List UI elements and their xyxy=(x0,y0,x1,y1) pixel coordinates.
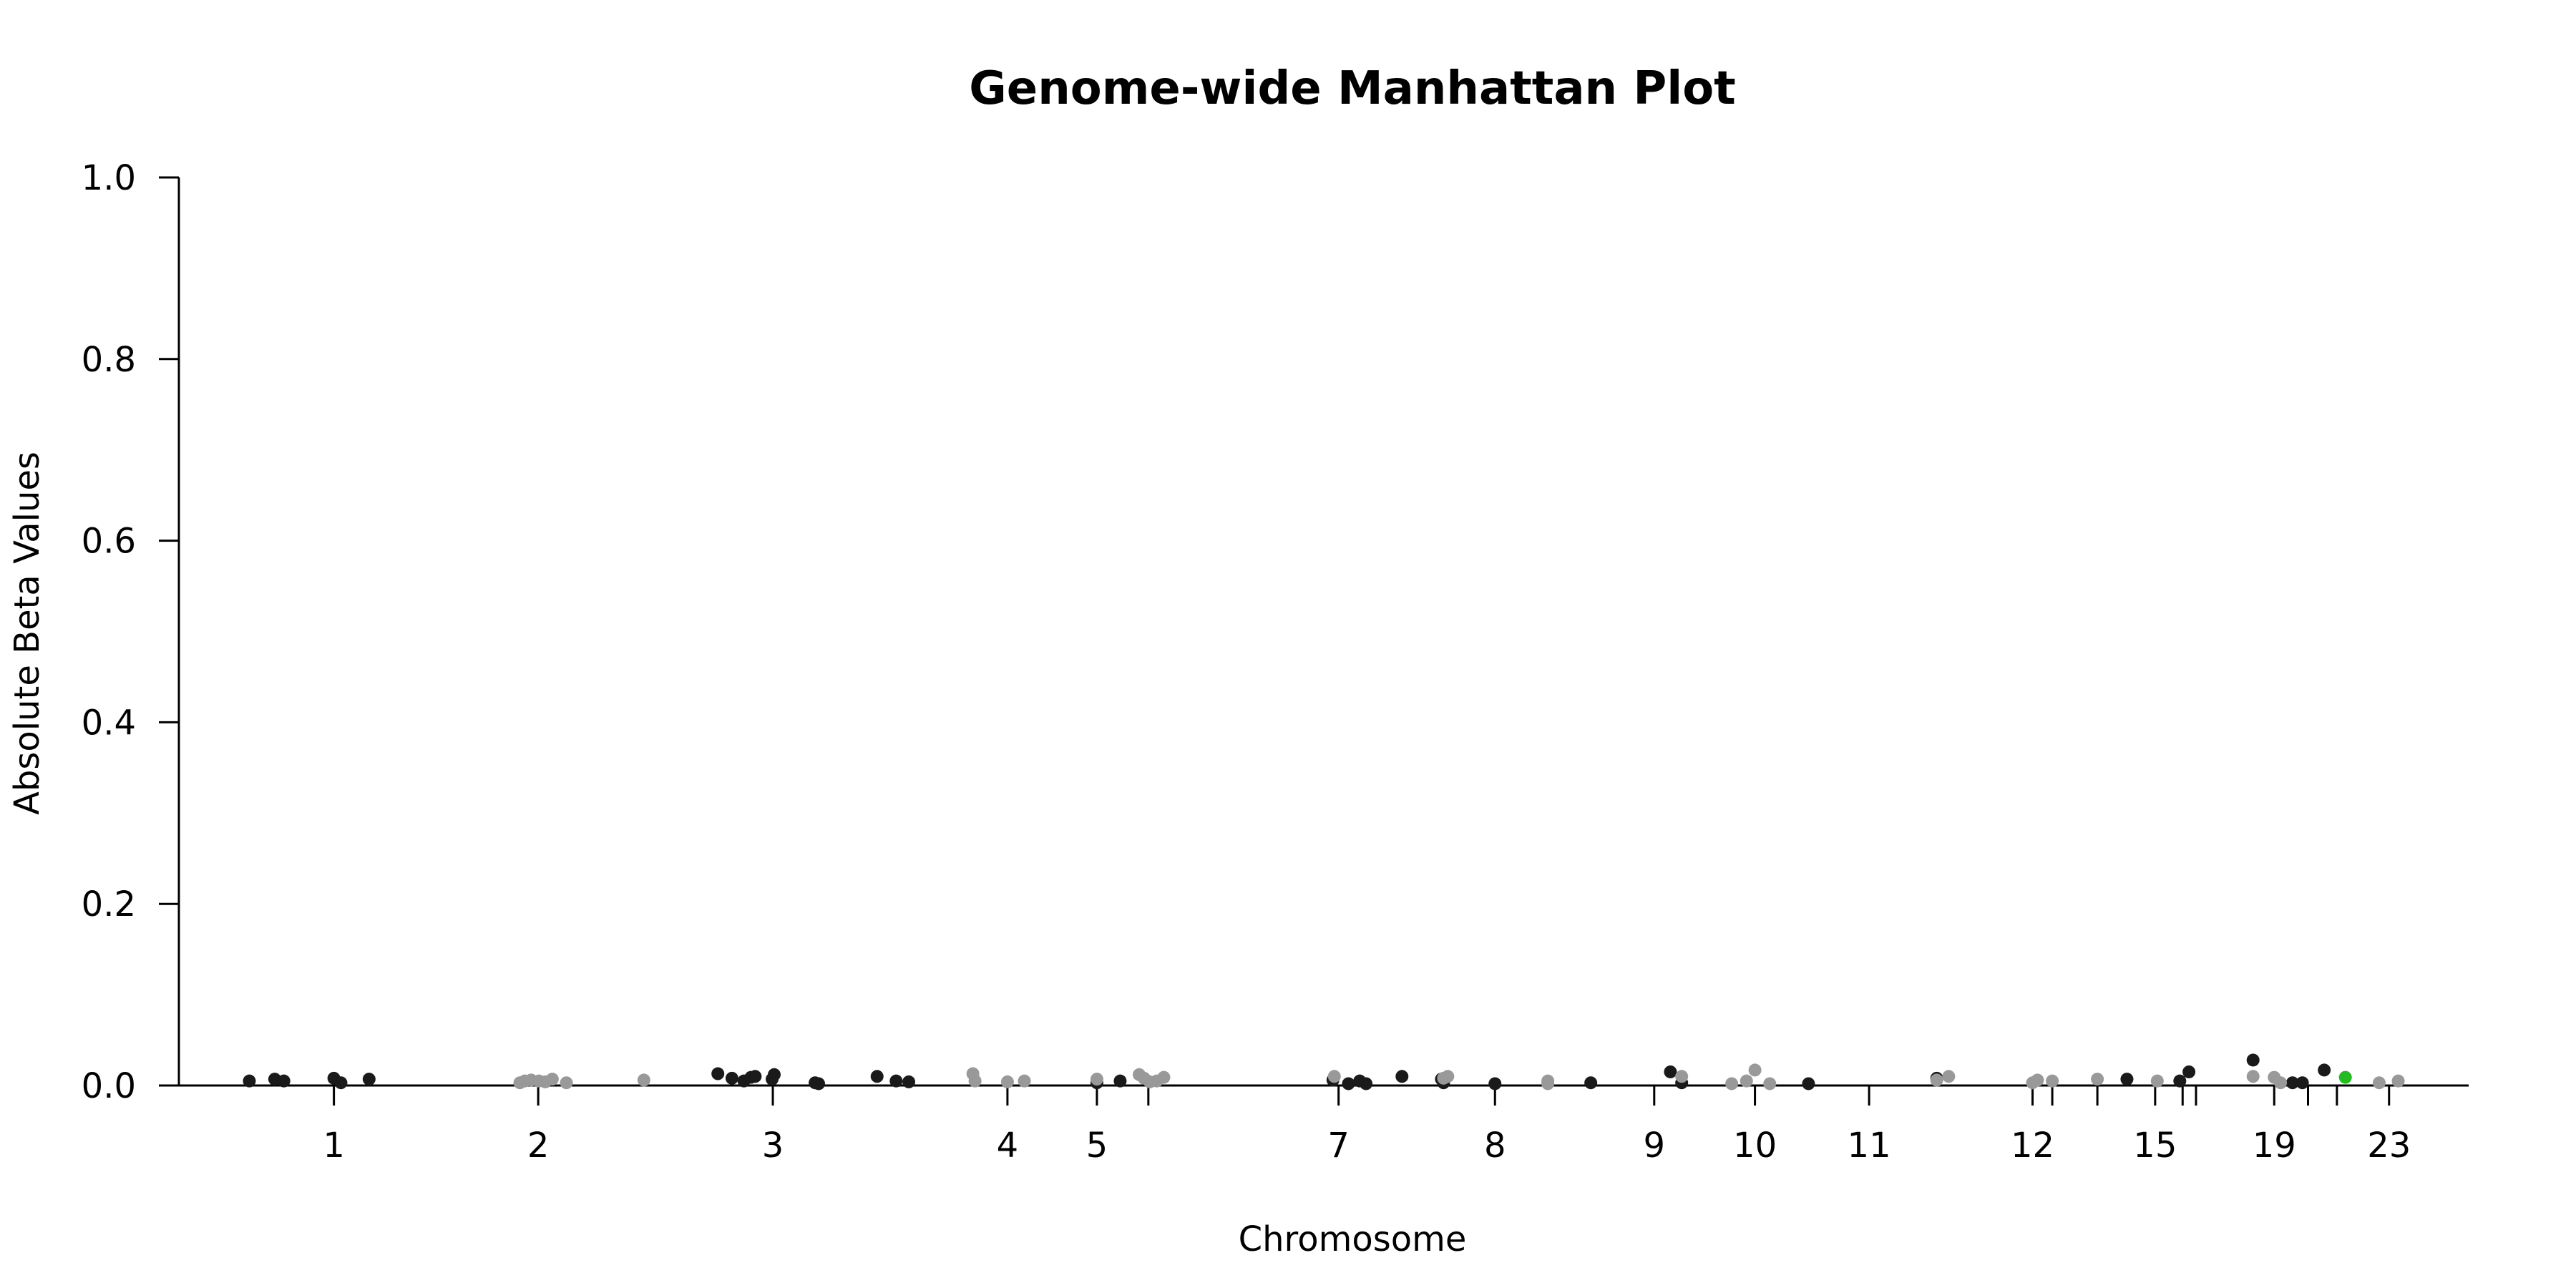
data-point xyxy=(1541,1077,1555,1091)
x-tick-label: 3 xyxy=(762,1126,784,1166)
data-point xyxy=(1725,1077,1739,1091)
data-point xyxy=(1113,1074,1127,1088)
x-tick-label: 2 xyxy=(527,1126,550,1166)
data-point xyxy=(334,1076,348,1090)
data-point xyxy=(1942,1070,1956,1083)
data-point xyxy=(2120,1073,2134,1086)
data-point xyxy=(2338,1070,2352,1084)
x-axis-label: Chromosome xyxy=(1239,1219,1467,1259)
data-point xyxy=(1441,1070,1455,1083)
y-tick-label: 0.0 xyxy=(82,1066,136,1106)
x-tick-label: 9 xyxy=(1644,1126,1666,1166)
y-tick-label: 1.0 xyxy=(82,158,136,198)
data-point xyxy=(2046,1074,2059,1088)
x-tick-label: 12 xyxy=(2011,1126,2054,1166)
x-tick-label: 23 xyxy=(2367,1126,2411,1166)
data-point xyxy=(2031,1073,2044,1087)
data-point xyxy=(2296,1076,2309,1090)
data-point xyxy=(1748,1063,1762,1077)
data-point xyxy=(2285,1076,2299,1090)
x-tick-label: 10 xyxy=(1733,1126,1777,1166)
data-point xyxy=(1327,1070,1341,1083)
data-point xyxy=(545,1073,559,1086)
y-tick-label: 0.8 xyxy=(82,340,136,380)
data-point xyxy=(2173,1074,2187,1088)
data-point xyxy=(2182,1065,2196,1078)
data-point xyxy=(1930,1073,1943,1087)
data-point xyxy=(889,1074,903,1088)
data-point xyxy=(968,1074,982,1088)
y-tick-label: 0.4 xyxy=(82,703,136,743)
data-point xyxy=(560,1076,573,1090)
x-tick-label: 7 xyxy=(1327,1126,1350,1166)
data-point xyxy=(1090,1073,1103,1086)
x-tick-label: 4 xyxy=(997,1126,1019,1166)
x-tick-label: 11 xyxy=(1848,1126,1891,1166)
data-point xyxy=(1675,1070,1689,1083)
data-point xyxy=(243,1074,256,1088)
data-point xyxy=(1584,1076,1598,1090)
data-point xyxy=(2372,1076,2386,1090)
data-point xyxy=(902,1075,916,1088)
x-tick-label: 8 xyxy=(1484,1126,1506,1166)
data-point xyxy=(725,1071,738,1085)
x-tick-label: 5 xyxy=(1086,1126,1108,1166)
data-point xyxy=(1018,1074,1031,1088)
data-point xyxy=(362,1073,376,1086)
data-point xyxy=(812,1077,826,1091)
data-point xyxy=(2091,1073,2104,1086)
data-point xyxy=(1488,1077,1502,1091)
data-point xyxy=(277,1074,291,1088)
data-point xyxy=(2391,1074,2405,1088)
data-point xyxy=(2274,1076,2288,1090)
data-point xyxy=(2246,1053,2260,1067)
y-tick-label: 0.2 xyxy=(82,884,136,924)
data-point xyxy=(1740,1074,1753,1088)
data-point xyxy=(1802,1077,1815,1091)
x-tick-label: 1 xyxy=(323,1126,345,1166)
data-point xyxy=(711,1067,725,1080)
data-point xyxy=(748,1070,762,1083)
data-point xyxy=(1664,1065,1677,1078)
data-point xyxy=(870,1070,884,1083)
data-points xyxy=(243,1053,2405,1091)
x-tick-label: 15 xyxy=(2133,1126,2177,1166)
y-tick-label: 0.6 xyxy=(82,522,136,562)
data-point xyxy=(2150,1074,2164,1088)
y-axis: 0.0 0.2 0.4 0.6 0.8 1.0 xyxy=(82,158,180,1106)
data-point xyxy=(1395,1070,1409,1083)
data-point xyxy=(1000,1075,1014,1088)
data-point xyxy=(768,1068,781,1081)
data-point xyxy=(1763,1077,1777,1091)
x-tick-label: 19 xyxy=(2253,1126,2296,1166)
chart-title: Genome-wide Manhattan Plot xyxy=(969,62,1736,115)
data-point xyxy=(2318,1063,2331,1077)
data-point xyxy=(1360,1077,1373,1091)
data-point xyxy=(1342,1077,1355,1091)
y-axis-label: Absolute Beta Values xyxy=(7,452,47,815)
data-point xyxy=(1157,1070,1171,1084)
x-axis: 1 2 3 4 5 7 8 9 10 11 12 15 19 23 xyxy=(179,1084,2469,1166)
data-point xyxy=(637,1073,650,1087)
data-point xyxy=(2246,1070,2260,1083)
